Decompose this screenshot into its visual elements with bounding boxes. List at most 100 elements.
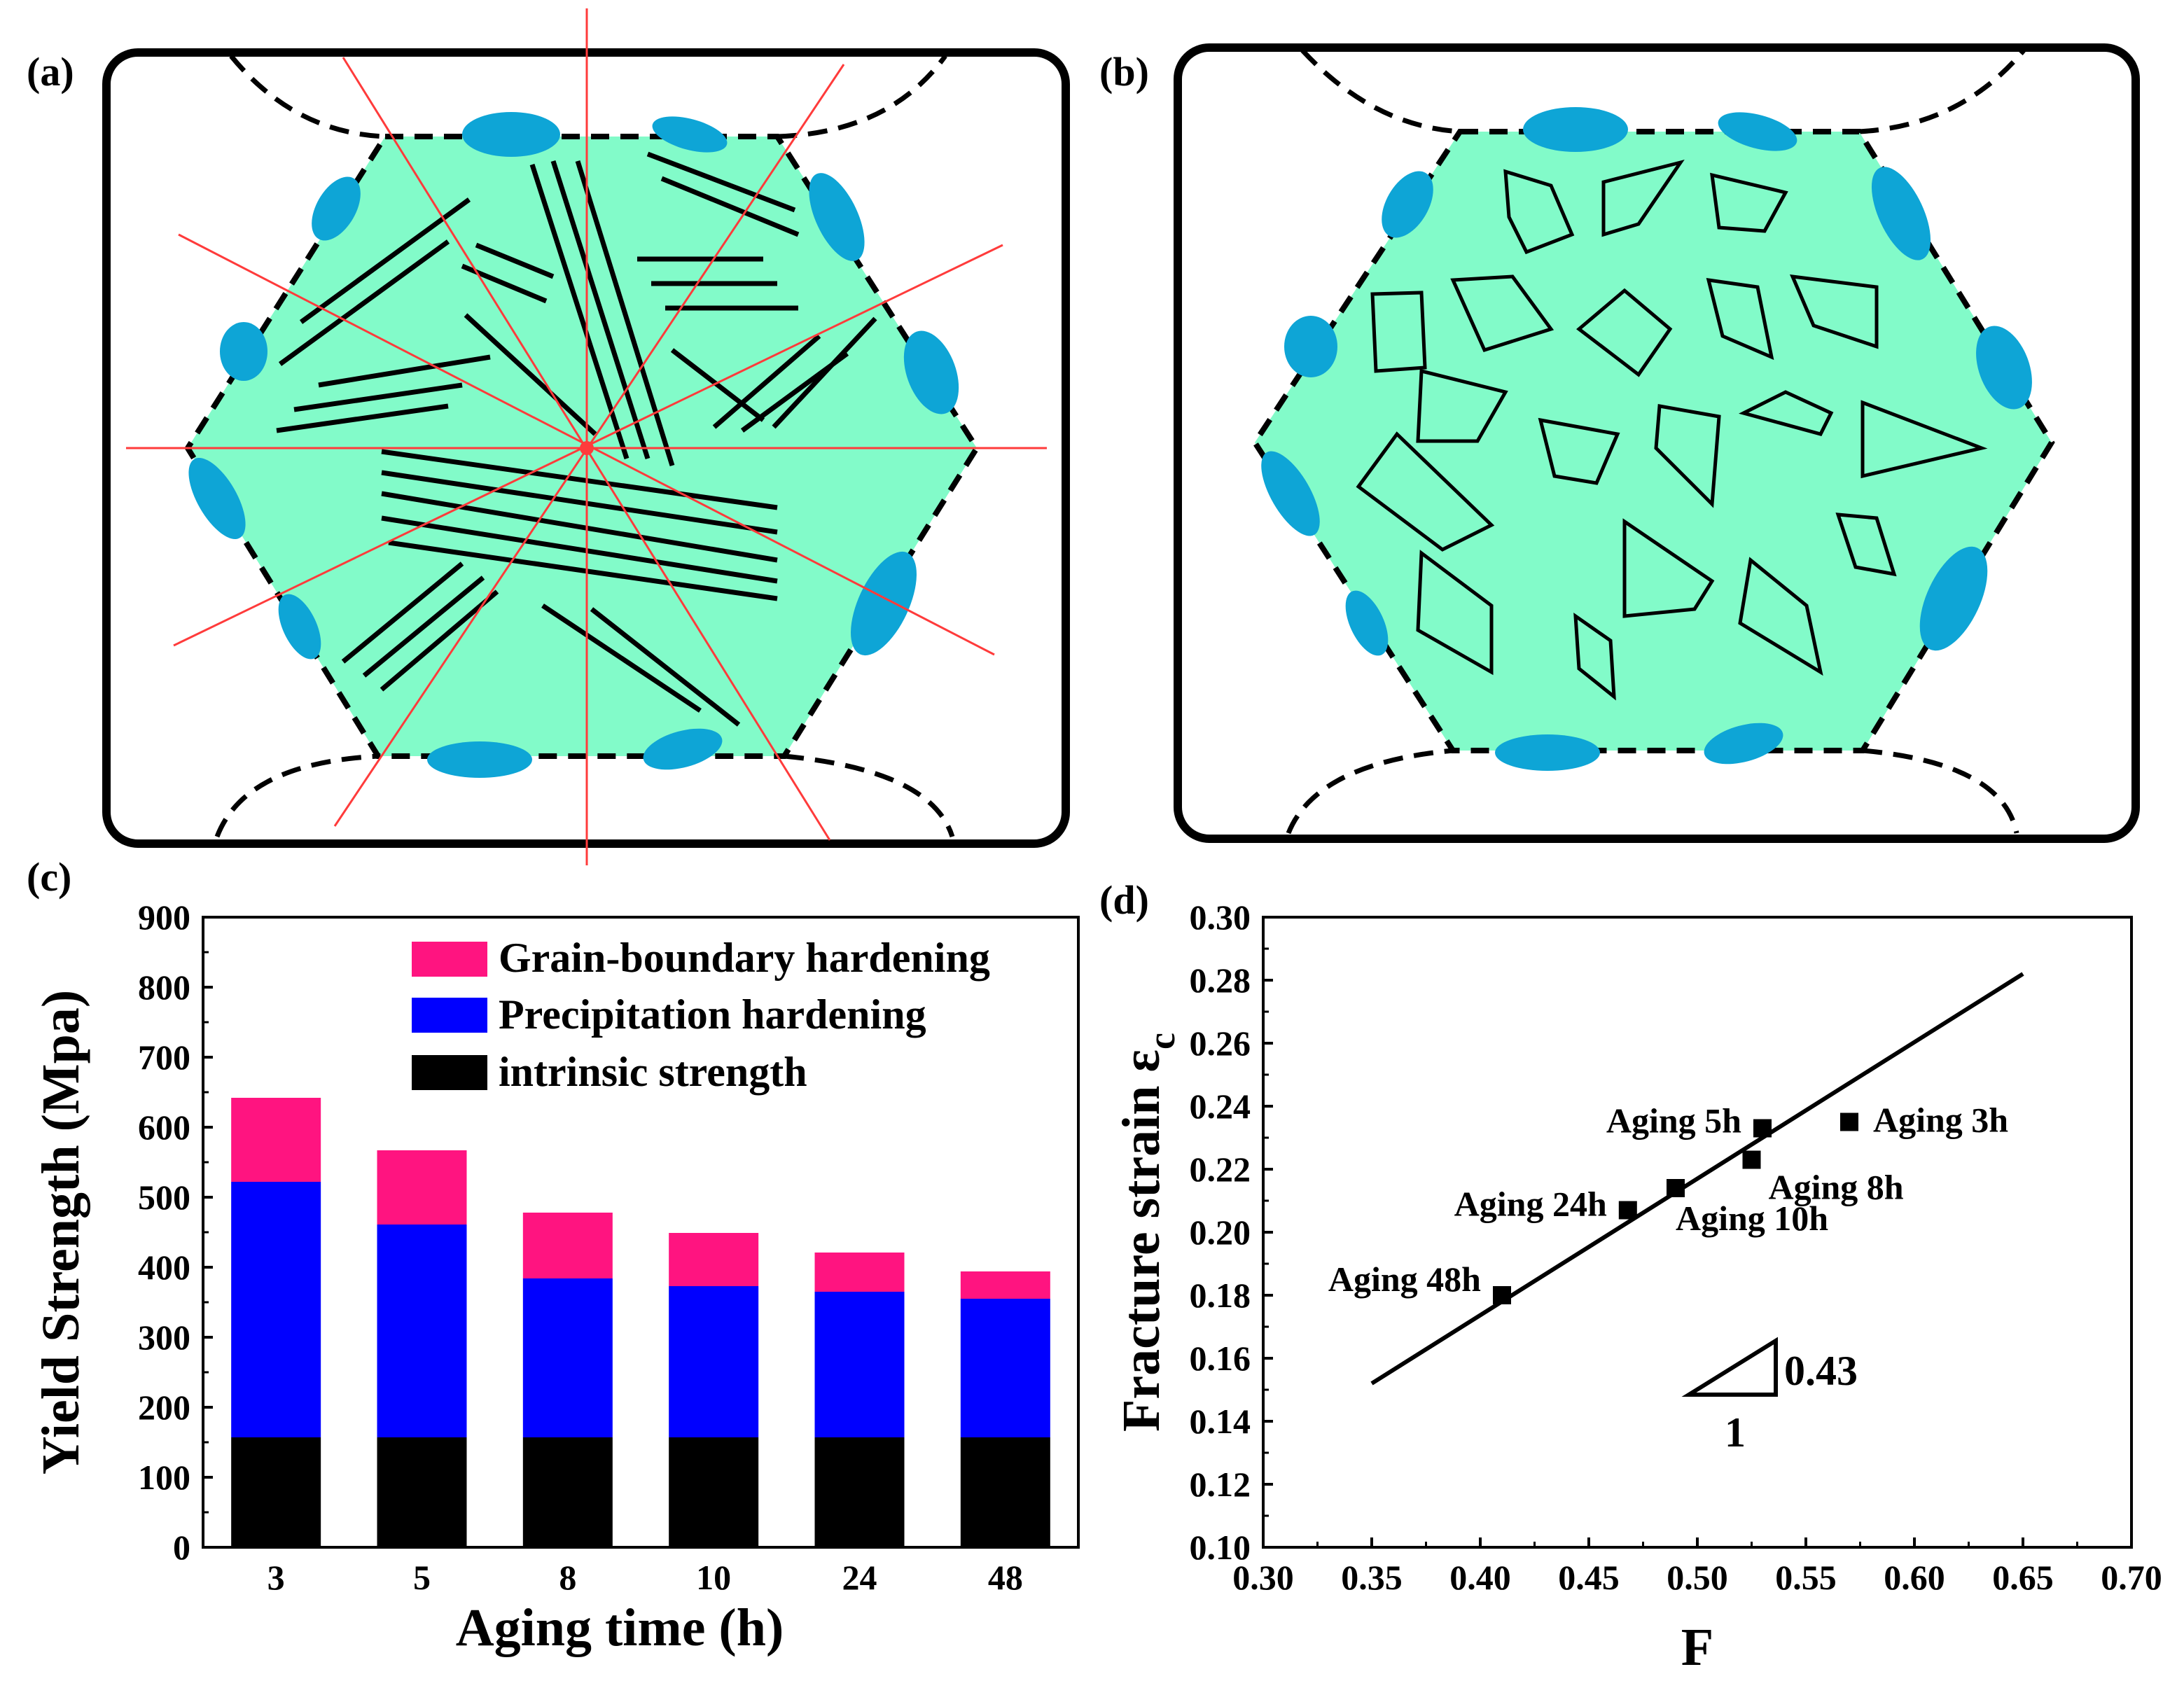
slope-run-label: 1 (1725, 1409, 1746, 1456)
x-tick-label-c: 3 (267, 1558, 285, 1597)
y-tick-label-d: 0.30 (1190, 898, 1251, 937)
panel-b-frame (1174, 43, 2140, 843)
y-tick-label-c: 300 (138, 1318, 190, 1357)
bar-precipitation-hardening-3 (231, 1182, 321, 1437)
legend-label-intrinsic: intrinsic strength (499, 1049, 807, 1095)
bar-intrinsic-strength-5 (377, 1437, 467, 1547)
boundary-particles-b (1261, 107, 2032, 771)
bar-precipitation-hardening-5 (377, 1225, 467, 1437)
panel-d-label: (d) (1099, 877, 1149, 923)
y-axis-c: 0 100 200 300 400 500 600 700 800 900 (138, 898, 213, 1567)
x-tick-label-d: 0.45 (1558, 1558, 1620, 1597)
x-tick-label-d: 0.40 (1449, 1558, 1511, 1597)
y-tick-label-c: 200 (138, 1388, 190, 1427)
panel-d-chart: (d) 0.10 0.12 0.14 0.16 0.18 0.20 0.22 0.24 0.26… (1099, 877, 2162, 1677)
panel-c-chart: (c) 0 100 200 300 400 500 600 700 800 900 3 5 8 10 24… (27, 854, 1080, 1657)
x-axis-d: 0.30 0.35 0.40 0.45 0.50 0.55 0.60 0.65 0.70 (1232, 1537, 2162, 1597)
bar-grain-boundary-hardening-24 (814, 1253, 905, 1292)
legend-swatch-grain-boundary (412, 942, 487, 977)
bar-intrinsic-strength-10 (669, 1437, 759, 1547)
legend-label-precipitation: Precipitation hardening (499, 991, 926, 1038)
neighbor-boundary-bottom-left (214, 753, 379, 838)
bar-precipitation-hardening-8 (522, 1278, 613, 1437)
point-aging-48h (1493, 1286, 1511, 1304)
y-tick-label-d: 0.14 (1190, 1402, 1251, 1441)
slope-rise-label: 0.43 (1784, 1348, 1858, 1394)
panel-a-schematic: (a) (27, 8, 1070, 865)
x-tick-label-d: 0.65 (1992, 1558, 2054, 1597)
panel-b-schematic: (b) (1099, 43, 2140, 843)
x-tick-label-d: 0.50 (1667, 1558, 1728, 1597)
x-axis-title-d: F (1681, 1618, 1713, 1677)
legend-swatch-intrinsic (412, 1055, 487, 1090)
point-label-aging-48h: Aging 48h (1328, 1260, 1481, 1299)
neighbor-boundary-bottom-right (784, 753, 955, 838)
x-tick-label-c: 5 (413, 1558, 431, 1597)
x-tick-label-d: 0.55 (1775, 1558, 1837, 1597)
y-tick-label-c: 100 (138, 1458, 190, 1497)
nucleation-point-a (580, 441, 594, 455)
neighbor-boundary-top-right-b (1858, 48, 2026, 134)
y-tick-label-d: 0.24 (1190, 1087, 1251, 1126)
bar-precipitation-hardening-48 (960, 1299, 1050, 1437)
x-tick-label-d: 0.60 (1884, 1558, 1945, 1597)
bar-intrinsic-strength-3 (231, 1437, 321, 1547)
panel-c-label: (c) (27, 854, 71, 900)
point-aging-3h (1840, 1112, 1858, 1131)
legend-swatch-precipitation (412, 998, 487, 1033)
x-axis-c: 3 5 8 10 24 48 (267, 1537, 1023, 1597)
y-tick-label-c: 0 (173, 1528, 190, 1567)
y-tick-label-d: 0.28 (1190, 961, 1251, 1000)
point-aging-5h (1753, 1119, 1772, 1138)
point-aging-24h (1618, 1201, 1637, 1220)
y-tick-label-d: 0.22 (1190, 1150, 1251, 1189)
bar-grain-boundary-hardening-3 (231, 1098, 321, 1182)
x-tick-label-c: 8 (559, 1558, 576, 1597)
point-label-aging-8h: Aging 8h (1769, 1168, 1904, 1207)
bar-precipitation-hardening-10 (669, 1286, 759, 1437)
bar-intrinsic-strength-24 (814, 1437, 905, 1547)
y-axis-title-d: Fracture strain εc (1112, 1033, 1183, 1432)
y-axis-title-d-subscript: c (1141, 1033, 1183, 1049)
bar-intrinsic-strength-8 (522, 1437, 613, 1547)
y-tick-label-d: 0.20 (1190, 1213, 1251, 1252)
y-tick-label-d: 0.26 (1190, 1024, 1251, 1063)
bar-grain-boundary-hardening-10 (669, 1233, 759, 1286)
x-tick-label-c: 24 (842, 1558, 877, 1597)
point-aging-10h (1667, 1179, 1685, 1197)
neighbor-boundary-top-left-b (1300, 48, 1461, 134)
y-axis-title-d-main: Fracture strain ε (1112, 1049, 1171, 1432)
bar-grain-boundary-hardening-8 (522, 1213, 613, 1278)
legend-label-grain-boundary: Grain-boundary hardening (499, 935, 990, 981)
panel-b-label: (b) (1099, 49, 1149, 95)
x-tick-label-d: 0.35 (1341, 1558, 1403, 1597)
y-tick-label-d: 0.18 (1190, 1276, 1251, 1315)
slope-triangle-shape (1681, 1337, 1778, 1397)
boundary-particles-a (188, 112, 959, 778)
panel-a-label: (a) (27, 49, 74, 95)
x-tick-label-d: 0.30 (1232, 1558, 1294, 1597)
needle-precipitates-a (276, 151, 877, 727)
bar-precipitation-hardening-24 (814, 1292, 905, 1437)
y-axis-d: 0.10 0.12 0.14 0.16 0.18 0.20 0.22 0.24 0.26 0.28… (1190, 898, 1273, 1567)
y-tick-label-c: 900 (138, 898, 190, 937)
y-tick-label-c: 500 (138, 1178, 190, 1217)
bar-grain-boundary-hardening-48 (960, 1271, 1050, 1299)
x-tick-label-d: 0.70 (2101, 1558, 2162, 1597)
point-label-aging-10h: Aging 10h (1676, 1199, 1828, 1238)
neighbor-boundary-top-left (229, 54, 386, 139)
neighbor-boundary-bottom-left-b (1286, 748, 1454, 835)
slope-triangle: 0.43 1 (1681, 1337, 1858, 1456)
y-tick-label-c: 700 (138, 1038, 190, 1077)
x-tick-label-c: 48 (988, 1558, 1023, 1597)
legend-c: Grain-boundary hardening Precipitation h… (412, 935, 990, 1095)
x-tick-label-c: 10 (696, 1558, 731, 1597)
y-tick-label-c: 800 (138, 968, 190, 1007)
point-label-aging-5h: Aging 5h (1606, 1101, 1741, 1141)
x-axis-title-c: Aging time (h) (456, 1598, 784, 1657)
fit-line (1370, 972, 2024, 1386)
bar-intrinsic-strength-48 (960, 1437, 1050, 1547)
y-tick-label-d: 0.16 (1190, 1339, 1251, 1378)
neighbor-boundary-top-right (777, 54, 947, 139)
